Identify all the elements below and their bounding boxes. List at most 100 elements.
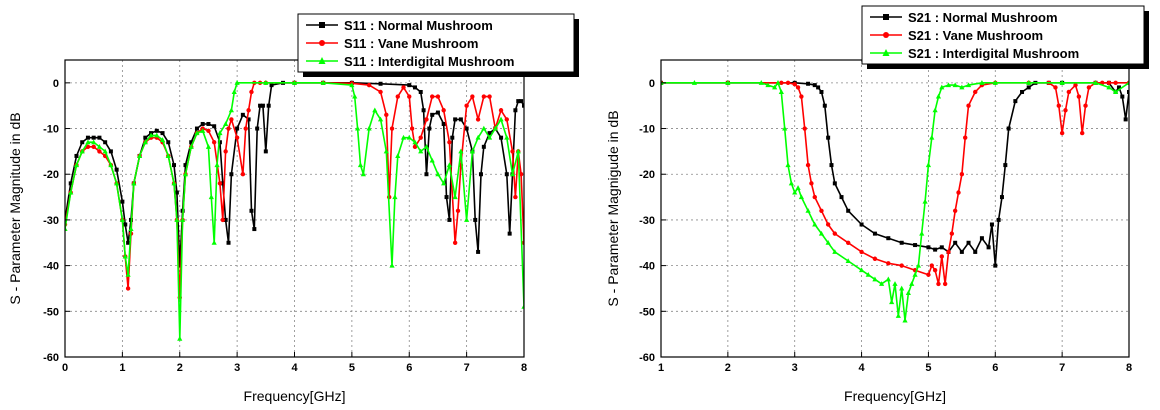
data-point [792, 82, 797, 87]
data-point [231, 89, 237, 94]
data-point [240, 172, 246, 177]
y-tick-label: -20 [43, 169, 59, 181]
legend-label: S11 : Interdigital Mushroom [344, 54, 514, 69]
data-point [424, 117, 429, 122]
data-point [826, 135, 831, 140]
data-point [212, 124, 217, 129]
data-point [513, 194, 518, 200]
data-point [208, 194, 214, 200]
data-point [235, 126, 240, 131]
data-point [125, 271, 131, 277]
data-point [464, 126, 469, 131]
data-point [378, 89, 383, 95]
data-point [939, 84, 945, 90]
data-point [154, 128, 159, 133]
data-point [966, 240, 971, 245]
data-point [183, 163, 188, 168]
legend-item: S11 : Normal Mushroom [306, 18, 493, 33]
data-point [142, 139, 148, 145]
data-point [430, 94, 435, 99]
data-point [452, 240, 458, 245]
data-point [108, 149, 113, 154]
data-point [165, 153, 171, 158]
data-point [473, 217, 478, 222]
data-point [481, 125, 487, 131]
data-point [400, 134, 407, 140]
data-point [320, 80, 326, 85]
data-point [939, 245, 944, 250]
data-point [418, 135, 423, 140]
data-point [421, 108, 426, 113]
data-point [481, 144, 486, 149]
data-point [108, 162, 114, 168]
data-point [765, 82, 771, 88]
data-point [103, 140, 108, 145]
data-point [469, 148, 475, 154]
y-axis-title: S - Parameter Magnitude in dB [7, 112, 23, 304]
data-point [925, 162, 932, 168]
data-point [812, 83, 817, 88]
data-point [1123, 117, 1128, 122]
data-point [788, 180, 794, 186]
data-point [360, 171, 366, 177]
data-point [1066, 89, 1072, 95]
data-point [211, 239, 217, 245]
legend-label: S11 : Normal Mushroom [344, 18, 493, 33]
x-tick-label: 5 [925, 362, 931, 374]
data-point [412, 144, 418, 150]
data-point [889, 299, 895, 305]
data-point [395, 94, 400, 99]
data-point [389, 262, 395, 268]
data-point [1063, 108, 1068, 113]
data-point [899, 285, 905, 291]
data-point [905, 290, 911, 296]
data-point [929, 263, 934, 268]
data-point [929, 134, 935, 140]
data-point [859, 249, 864, 255]
data-point [822, 103, 827, 108]
data-point [366, 82, 372, 88]
x-tick-label: 3 [234, 362, 240, 374]
data-point [959, 172, 965, 177]
data-point [519, 99, 524, 104]
data-point [933, 247, 938, 252]
data-point [758, 80, 764, 85]
data-point [478, 172, 483, 177]
y-tick-label: 0 [53, 78, 59, 90]
data-point [945, 82, 952, 88]
data-point [1059, 80, 1065, 85]
x-tick-label: 6 [406, 362, 412, 374]
data-point [522, 103, 524, 108]
data-point [205, 144, 212, 149]
plot-frame [64, 59, 525, 358]
x-tick-label: 1 [658, 362, 664, 374]
data-point [73, 162, 80, 168]
data-point [1073, 82, 1078, 88]
data-point [188, 144, 194, 149]
data-point [441, 180, 447, 186]
data-point [217, 140, 222, 145]
data-point [407, 83, 412, 88]
data-point [159, 137, 166, 142]
data-point [447, 140, 452, 145]
data-point [858, 267, 865, 273]
data-point [200, 128, 206, 133]
data-point [778, 89, 784, 94]
data-point [392, 194, 398, 200]
data-point [166, 140, 171, 145]
data-point [949, 231, 955, 236]
data-point [913, 243, 918, 248]
data-point [845, 258, 851, 264]
data-point [226, 240, 231, 245]
data-point [446, 162, 453, 168]
x-axis-title: Frequency[GHz] [844, 388, 946, 404]
data-point [1003, 163, 1008, 168]
data-point [775, 80, 781, 85]
legend-label: S21 : Normal Mushroom [908, 10, 1058, 25]
data-point [217, 181, 223, 186]
x-tick-label: 6 [992, 362, 998, 374]
data-point [220, 217, 225, 223]
data-point [441, 121, 446, 126]
data-point [74, 153, 79, 158]
